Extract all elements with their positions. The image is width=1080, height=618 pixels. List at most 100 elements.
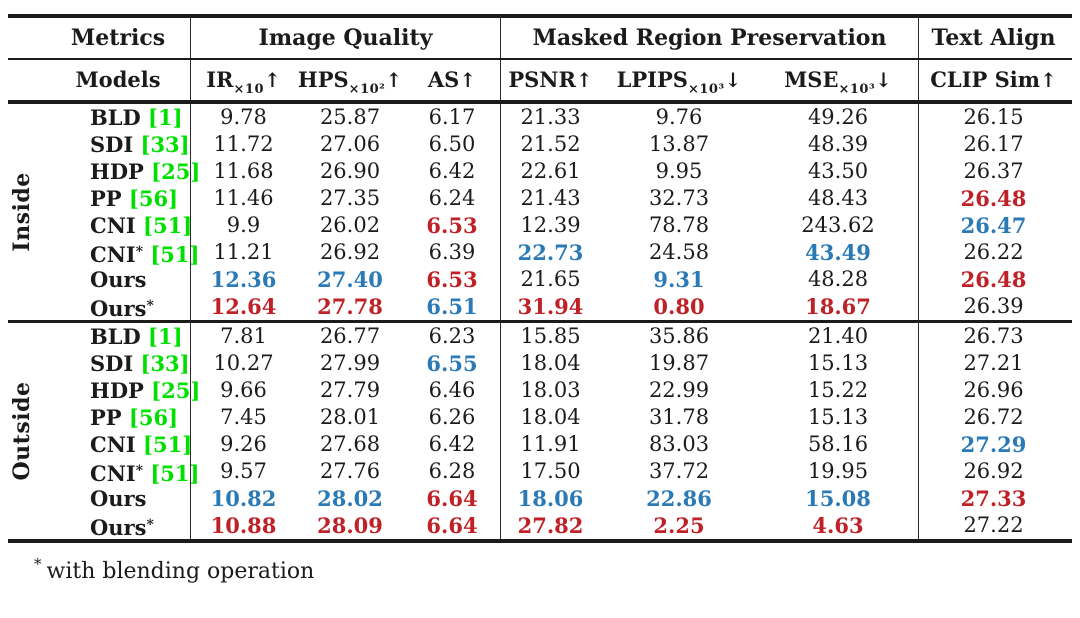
value-cell: 19.87 [648, 351, 710, 375]
header-group-row: Metrics Image Quality Masked Region Pres… [46, 18, 1072, 58]
value-cell: 27.99 [319, 351, 381, 375]
value-cell: 11.68 [190, 158, 296, 185]
lower-better-arrow-icon: ↓ [875, 68, 892, 92]
model-name: CNI* [51] [90, 242, 200, 267]
section-outside: Outside BLD [1] 7.81 26.77 6.23 15.85 35.86 21.… [8, 323, 1072, 540]
blending-star: * [146, 517, 154, 533]
value-cell: 27.76 [319, 459, 381, 483]
value-cell: 27.06 [319, 132, 381, 156]
value-cell: 6.39 [428, 240, 476, 264]
footnote-text: with blending operation [46, 559, 315, 584]
column-header-models: Models [75, 67, 161, 92]
model-name: CNI* [51] [90, 461, 200, 486]
table-row-bld: BLD [1] 9.78 25.87 6.17 21.33 9.76 49.26 26.15 [46, 104, 1072, 131]
header-text-align: Text Align [918, 18, 1068, 58]
footnote-marker: * [34, 555, 42, 573]
scale-subscript: ×10³ [687, 82, 725, 97]
value-cell: 21.40 [807, 324, 869, 348]
model-name: SDI [33] [90, 132, 190, 157]
value-cell: 26.22 [918, 239, 1068, 266]
value-cell: 27.79 [319, 378, 381, 402]
value-cell: 48.39 [807, 132, 869, 156]
value-cell: 26.73 [918, 323, 1068, 350]
column-header-clip-sim: CLIP Sim↑ [918, 60, 1068, 100]
model-name: BLD [1] [90, 105, 183, 130]
value-cell: 10.82 [190, 485, 296, 512]
higher-better-arrow-icon: ↑ [1040, 68, 1057, 92]
value-cell: 6.55 [426, 351, 478, 376]
bottom-divider [8, 539, 1072, 543]
value-cell: 11.46 [190, 185, 296, 212]
value-cell: 32.73 [648, 186, 710, 210]
model-name: Ours [90, 486, 147, 511]
blending-star: * [135, 463, 144, 479]
value-cell: 31.78 [648, 405, 710, 429]
value-cell: 13.87 [648, 132, 710, 156]
value-cell: 18.03 [500, 377, 600, 404]
value-cell: 22.61 [500, 158, 600, 185]
value-cell: 4.63 [812, 513, 864, 538]
higher-better-arrow-icon: ↑ [459, 68, 477, 92]
model-name: SDI [33] [90, 351, 190, 376]
column-header-lpips: LPIPS×10³↓ [616, 67, 742, 97]
table-row-hdp: HDP [25] 9.66 27.79 6.46 18.03 22.99 15.22 26.9… [46, 377, 1072, 404]
top-divider [8, 14, 1072, 18]
value-cell: 9.26 [190, 431, 296, 458]
citation-ref: [1] [140, 324, 183, 349]
value-cell: 27.78 [317, 294, 383, 319]
value-cell: 18.04 [500, 350, 600, 377]
model-name: Ours* [90, 515, 154, 540]
value-cell: 26.48 [918, 185, 1068, 212]
model-name: PP [56] [90, 405, 179, 430]
results-table: Metrics Image Quality Masked Region Pres… [8, 14, 1072, 584]
citation-ref: [51] [135, 213, 193, 238]
value-cell: 12.64 [190, 293, 296, 320]
column-header-hps: HPS×10²↑ [297, 67, 403, 97]
value-cell: 28.09 [317, 513, 383, 538]
scale-subscript: ×10 [233, 82, 264, 97]
column-header-mse: MSE×10³↓ [784, 67, 892, 97]
value-cell: 21.33 [500, 104, 600, 131]
value-cell: 27.40 [317, 267, 383, 292]
value-cell: 27.29 [918, 431, 1068, 458]
value-cell: 48.28 [807, 267, 869, 291]
value-cell: 9.95 [655, 159, 703, 183]
model-name: Ours [90, 267, 147, 292]
value-cell: 19.95 [807, 459, 869, 483]
value-cell: 26.92 [319, 240, 381, 264]
value-cell: 78.78 [648, 213, 710, 237]
value-cell: 26.48 [918, 266, 1068, 293]
table-row-sdi: SDI [33] 11.72 27.06 6.50 21.52 13.87 48.39 26.… [46, 131, 1072, 158]
blending-star: * [146, 298, 154, 314]
value-cell: 6.64 [426, 513, 478, 538]
section-label-inside: Inside [9, 172, 35, 252]
value-cell: 43.49 [805, 240, 871, 265]
value-cell: 48.43 [807, 186, 869, 210]
table-row-cni: CNI [51] 9.9 26.02 6.53 12.39 78.78 243.62 26.4… [46, 212, 1072, 239]
value-cell: 6.50 [428, 132, 476, 156]
citation-ref: [51] [143, 242, 200, 267]
lower-better-arrow-icon: ↓ [724, 68, 742, 92]
citation-ref: [56] [121, 405, 179, 430]
value-cell: 9.31 [653, 267, 705, 292]
value-cell: 6.17 [428, 105, 476, 129]
value-cell: 27.22 [918, 512, 1068, 539]
value-cell: 9.9 [190, 212, 296, 239]
citation-ref: [56] [121, 186, 179, 211]
value-cell: 9.66 [190, 377, 296, 404]
value-cell: 21.52 [500, 131, 600, 158]
value-cell: 0.80 [653, 294, 705, 319]
blending-star: * [135, 244, 144, 260]
value-cell: 7.81 [190, 323, 296, 350]
value-cell: 10.88 [190, 512, 296, 539]
value-cell: 9.78 [190, 104, 296, 131]
value-cell: 17.50 [500, 458, 600, 485]
value-cell: 6.53 [426, 213, 478, 238]
value-cell: 6.42 [428, 432, 476, 456]
value-cell: 26.72 [918, 404, 1068, 431]
value-cell: 2.25 [653, 513, 705, 538]
model-name: CNI [51] [90, 432, 193, 457]
value-cell: 31.94 [500, 293, 600, 320]
value-cell: 243.62 [801, 213, 875, 237]
value-cell: 11.21 [190, 239, 296, 266]
